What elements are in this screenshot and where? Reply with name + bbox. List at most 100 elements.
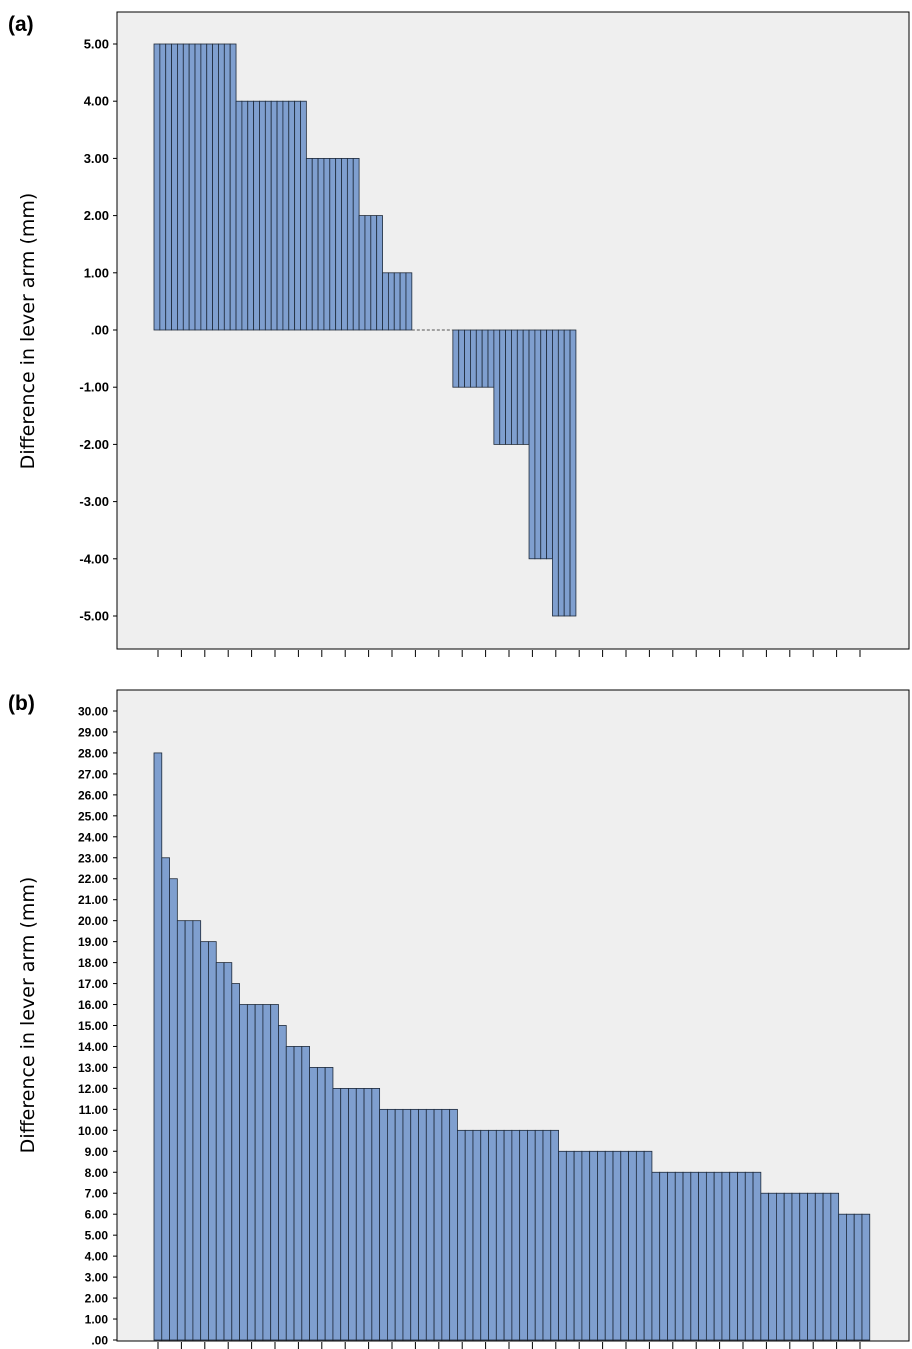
panel-a-bar xyxy=(552,329,559,617)
panel-b-y-tick-label: 11.00 xyxy=(79,1103,109,1117)
panel-b-y-tick-label: 21.00 xyxy=(78,893,108,907)
panel-b-bar xyxy=(721,1171,731,1341)
panel-b-bar xyxy=(200,941,209,1341)
panel-a-bar xyxy=(270,100,278,331)
panel-a-y-tick-label: 2.00 xyxy=(84,208,109,223)
panel-b-bar xyxy=(651,1171,661,1341)
panel-b-bar xyxy=(449,1108,458,1341)
panel-b-bar xyxy=(853,1213,863,1341)
panel-b-bar xyxy=(713,1171,723,1341)
panel-b-bar xyxy=(379,1108,388,1341)
panel-b-bar xyxy=(783,1192,793,1341)
panel-b-y-tick-label: 5.00 xyxy=(85,1229,109,1243)
panel-b-bar xyxy=(830,1192,840,1341)
panel-a-bar xyxy=(182,43,190,331)
panel-a-bar xyxy=(364,215,372,331)
panel-b-y-tick-label: 14.00 xyxy=(78,1040,108,1054)
panel-a-bar xyxy=(370,215,378,331)
panel-b-bar xyxy=(278,1025,287,1341)
panel-b-bar xyxy=(643,1150,653,1341)
panel-a-label: (a) xyxy=(8,13,34,36)
panel-a-bar xyxy=(300,100,307,331)
panel-b-bar xyxy=(231,983,240,1341)
panel-b-bar xyxy=(690,1171,700,1341)
panel-b-bar xyxy=(340,1088,349,1341)
panel-a-bar xyxy=(153,43,161,331)
panel-b-bar xyxy=(472,1129,482,1341)
panel-b-bar xyxy=(410,1108,419,1341)
panel-b-bar xyxy=(527,1129,536,1341)
panel-a-bar xyxy=(323,157,331,331)
panel-b-y-tick-label: 10.00 xyxy=(78,1124,108,1138)
panel-b-bar xyxy=(729,1171,738,1341)
panel-a-bar xyxy=(276,100,284,331)
panel-a-bar xyxy=(188,43,196,331)
panel-b-bar xyxy=(620,1150,629,1341)
panel-b-bar xyxy=(316,1067,326,1341)
panel-b-bar xyxy=(371,1088,381,1341)
panel-b-bar xyxy=(239,1004,248,1341)
panel-b-y-tick-label: 6.00 xyxy=(85,1208,109,1222)
panel-b-bar xyxy=(153,752,163,1341)
panel-b-bar xyxy=(254,1004,264,1341)
panel-b-bar xyxy=(519,1129,528,1341)
panel-b-bar xyxy=(814,1192,824,1341)
panel-b-bar xyxy=(635,1150,645,1341)
panel-b-bar xyxy=(511,1129,521,1341)
panel-a-bar xyxy=(247,100,255,331)
panel-b-y-tick-label: 8.00 xyxy=(85,1166,109,1180)
panel-a-bar xyxy=(528,329,536,560)
panel-b-bar xyxy=(262,1004,272,1341)
panel-b-bar xyxy=(480,1129,489,1341)
panel-b-bar xyxy=(737,1171,746,1341)
panel-a-bar xyxy=(329,157,337,331)
panel-b-bar xyxy=(752,1171,762,1341)
panel-b-bar xyxy=(425,1108,435,1341)
panel-a-bar xyxy=(557,329,565,617)
panel-a-bar xyxy=(241,100,249,331)
panel-b-bar xyxy=(223,962,233,1341)
panel-a-bar xyxy=(516,329,524,445)
panel-b-bar xyxy=(659,1171,668,1341)
panel-b-bar xyxy=(861,1213,871,1341)
panel-b-y-tick-label: 18.00 xyxy=(78,956,108,970)
panel-b-bar xyxy=(208,941,217,1341)
panel-b-bar xyxy=(215,962,225,1341)
panel-a-bar xyxy=(264,100,272,331)
panel-b-bar xyxy=(698,1171,707,1341)
panel-b-y-tick-label: 20.00 xyxy=(78,914,108,928)
panel-b-bar xyxy=(433,1108,443,1341)
panel-b-y-tick-label: 17.00 xyxy=(78,977,108,991)
panel-b-bar xyxy=(270,1004,279,1341)
panel-a-bar xyxy=(294,100,301,331)
panel-b-y-tick-label: 16.00 xyxy=(78,998,108,1012)
panel-b-y-tick-label: 7.00 xyxy=(85,1187,109,1201)
panel-b-y-tick-label: 13.00 xyxy=(78,1061,108,1075)
panel-a-bar xyxy=(358,215,366,331)
panel-b-bar xyxy=(768,1192,777,1341)
panel-a-bar xyxy=(194,43,202,331)
panel-b-bar xyxy=(705,1171,715,1341)
panel-b-bar xyxy=(503,1129,513,1341)
panel-b-bar xyxy=(791,1192,801,1341)
panel-b-bar xyxy=(838,1213,847,1341)
panel-a-bar xyxy=(534,329,542,560)
panel-a-bar xyxy=(376,215,383,331)
panel-b-bar xyxy=(744,1171,754,1341)
panel-a-bar xyxy=(540,329,548,560)
panel-b-y-tick-label: 28.00 xyxy=(78,746,108,760)
panel-b-y-tick-label: 1.00 xyxy=(85,1313,109,1327)
panel-a-bar xyxy=(563,329,571,617)
panel-b-bar xyxy=(457,1129,466,1341)
panel-b-bar xyxy=(534,1129,544,1341)
panel-b-bar xyxy=(441,1108,451,1341)
panel-b-bar xyxy=(667,1171,676,1341)
panel-a-bar xyxy=(177,43,184,331)
panel-b-bars xyxy=(153,752,871,1341)
panel-b-bar xyxy=(674,1171,684,1341)
panel-b-bar xyxy=(464,1129,474,1341)
panel-a-bar xyxy=(171,43,178,331)
panel-b-bar xyxy=(161,857,170,1341)
panel-b-bar xyxy=(348,1088,357,1341)
